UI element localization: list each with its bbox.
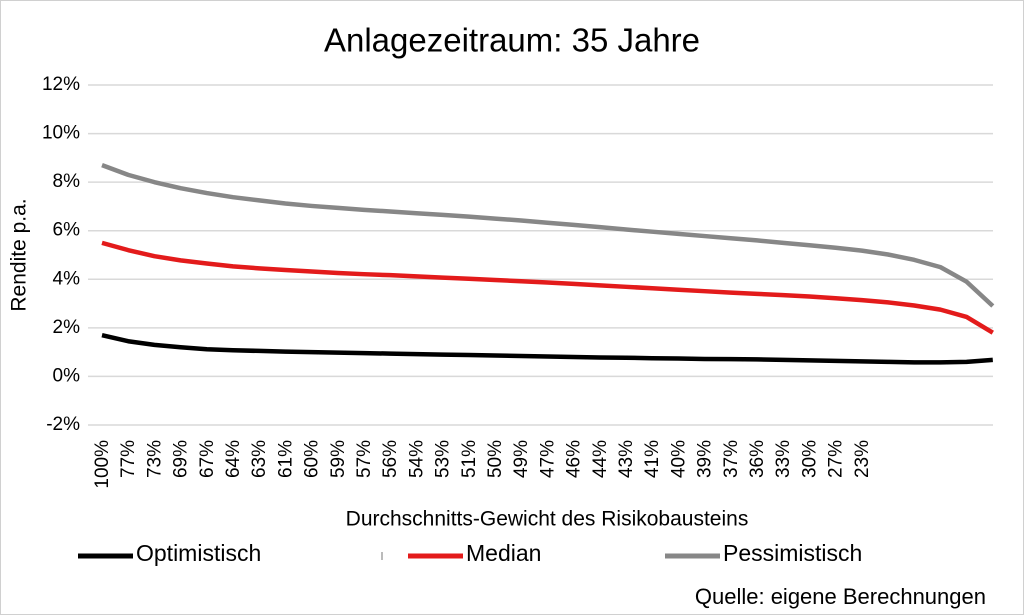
series-line: [101, 163, 995, 308]
chart-title: Anlagezeitraum: 35 Jahre: [324, 22, 700, 59]
x-tick-label: 77%: [118, 440, 139, 478]
x-tick-label: 43%: [616, 440, 637, 478]
legend-label: Optimistisch: [136, 540, 261, 566]
x-axis-label: Durchschnitts-Gewicht des Risikobaustein…: [346, 508, 749, 531]
x-tick-label: 44%: [590, 440, 611, 478]
y-tick-label: 6%: [53, 220, 81, 241]
x-tick-label: 33%: [773, 440, 794, 478]
y-tick-label: 2%: [53, 317, 81, 338]
source-note: Quelle: eigene Berechnungen: [695, 584, 986, 609]
x-tick-label: 61%: [275, 440, 296, 478]
x-tick-label: 37%: [721, 440, 742, 478]
legend-label: Median: [466, 540, 541, 566]
y-tick-label: 4%: [53, 268, 81, 289]
x-tick-label: 53%: [433, 440, 454, 478]
x-tick-label: 63%: [249, 440, 270, 478]
x-tick-label: 67%: [197, 440, 218, 478]
x-tick-label: 41%: [642, 440, 663, 478]
x-tick-label: 47%: [537, 440, 558, 478]
y-tick-label: 12%: [42, 74, 80, 95]
x-tick-label: 59%: [328, 440, 349, 478]
x-tick-label: 36%: [747, 440, 768, 478]
x-tick-label: 50%: [485, 440, 506, 478]
x-tick-label: 46%: [564, 440, 585, 478]
x-tick-label: 57%: [354, 440, 375, 478]
x-tick-label: 54%: [406, 440, 427, 478]
x-tick-label: 69%: [171, 440, 192, 478]
y-tick-label: 8%: [53, 171, 81, 192]
legend-separator: [381, 552, 383, 560]
legend-label: Pessimistisch: [723, 540, 862, 566]
x-tick-label: 49%: [511, 440, 532, 478]
y-tick-label: -2%: [46, 414, 80, 435]
x-tick-label: 56%: [380, 440, 401, 478]
y-tick-label: 0%: [53, 365, 81, 386]
x-tick-label: 100%: [92, 440, 113, 489]
x-tick-label: 23%: [852, 440, 873, 478]
x-tick-label: 40%: [668, 440, 689, 478]
x-tick-label: 39%: [695, 440, 716, 478]
x-tick-label: 73%: [144, 440, 165, 478]
x-tick-label: 51%: [459, 440, 480, 478]
y-tick-label: 10%: [42, 123, 80, 144]
series-line: [101, 332, 993, 365]
series-line: [101, 240, 994, 335]
x-tick-label: 30%: [799, 440, 820, 478]
x-tick-label: 64%: [223, 440, 244, 478]
x-tick-label: 27%: [826, 440, 847, 478]
y-axis-label: Rendite p.a.: [8, 198, 31, 311]
x-tick-label: 60%: [302, 440, 323, 478]
